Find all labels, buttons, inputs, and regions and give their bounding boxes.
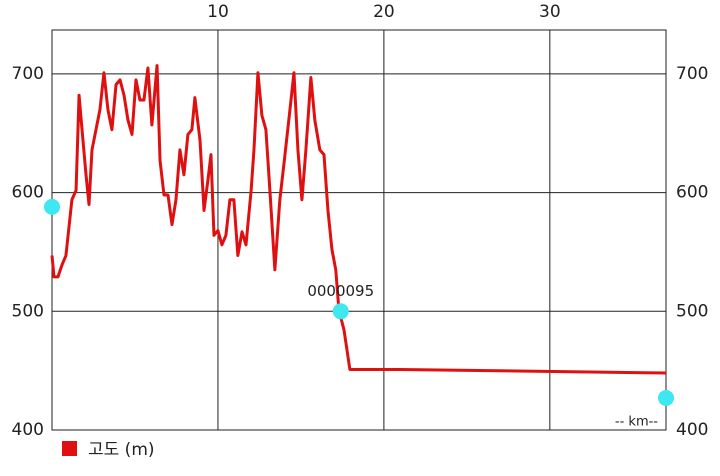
legend-label: 고도 (m) [88, 440, 155, 460]
x-axis-label: -- km-- [615, 415, 658, 430]
y-tick-label-right: 500 [676, 301, 708, 321]
marker [332, 303, 349, 320]
y-tick-label-right: 700 [676, 64, 708, 84]
y-tick-label: 700 [12, 64, 44, 84]
marker-label: 0000095 [307, 282, 374, 300]
elevation-line [50, 64, 667, 375]
y-tick-label: 600 [12, 183, 44, 203]
x-tick-label: 10 [207, 2, 229, 22]
y-tick-label: 400 [12, 420, 44, 440]
x-tick-label: 20 [373, 2, 395, 22]
legend-swatch [62, 441, 77, 456]
y-tick-label-right: 400 [676, 420, 708, 440]
marker [44, 198, 60, 215]
y-tick-label: 500 [12, 301, 44, 321]
y-tick-label-right: 600 [676, 183, 708, 203]
x-tick-label: 30 [539, 2, 561, 22]
marker [658, 389, 674, 406]
